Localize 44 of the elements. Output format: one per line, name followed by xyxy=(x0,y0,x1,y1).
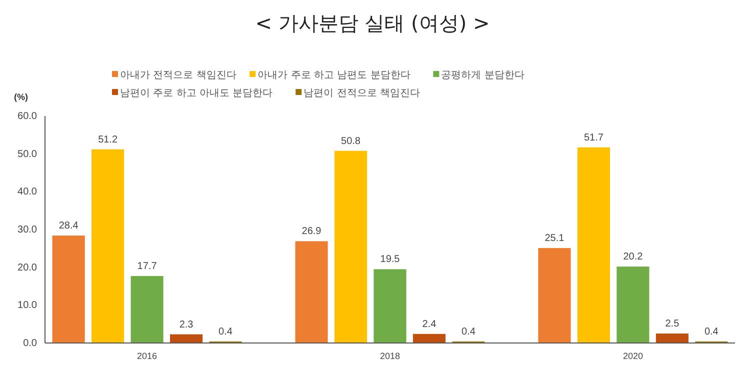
bar xyxy=(170,334,203,343)
legend-label: 아내가 전적으로 책임진다 xyxy=(120,70,236,81)
data-label: 0.4 xyxy=(704,326,719,338)
bar xyxy=(334,150,368,343)
bar xyxy=(295,241,328,343)
x-tick-label: 2016 xyxy=(137,351,158,361)
y-tick-label: 50.0 xyxy=(18,148,38,160)
legend-label: 남편이 주로 하고 아내도 분담한다 xyxy=(120,88,273,99)
x-tick-label: 2018 xyxy=(380,351,400,361)
bar xyxy=(656,334,688,343)
data-label: 17.7 xyxy=(137,261,158,272)
y-tick-label: 10.0 xyxy=(18,300,38,312)
y-tick-label: 40.0 xyxy=(18,186,38,198)
data-label: 50.8 xyxy=(341,136,361,147)
data-label: 25.1 xyxy=(544,233,565,244)
chart-title: < 가사분담 실태 (여성) > xyxy=(255,11,490,35)
data-label: 0.4 xyxy=(462,326,476,338)
data-label: 26.9 xyxy=(302,226,322,238)
data-label: 2.5 xyxy=(665,318,680,330)
y-tick-label: 60.0 xyxy=(18,111,38,122)
bar xyxy=(616,266,650,343)
bar xyxy=(130,276,164,343)
y-axis-title: (%) xyxy=(14,92,28,102)
bar xyxy=(577,147,610,343)
y-tick-label: 20.0 xyxy=(18,262,38,274)
data-label: 51.7 xyxy=(584,132,604,144)
y-tick-label: 30.0 xyxy=(18,224,38,236)
data-label: 28.4 xyxy=(58,220,79,232)
y-tick-label: 0.0 xyxy=(23,338,38,349)
x-tick-label: 2020 xyxy=(622,351,643,361)
bar xyxy=(92,149,124,343)
data-label: 20.2 xyxy=(623,252,644,263)
data-label: 19.5 xyxy=(380,254,400,266)
legend-label: 아내가 주로 하고 남편도 분담한다 xyxy=(258,70,410,81)
bar xyxy=(538,248,571,343)
data-label: 51.2 xyxy=(98,134,118,146)
bar xyxy=(412,334,446,343)
bar xyxy=(52,236,85,343)
data-label: 0.4 xyxy=(218,326,233,338)
bar xyxy=(374,269,406,343)
data-label: 2.3 xyxy=(179,319,194,330)
data-label: 2.4 xyxy=(422,318,437,330)
legend-label: 공평하게 분담한다 xyxy=(441,70,524,81)
legend-label: 남편이 전적으로 책임진다 xyxy=(304,88,420,99)
